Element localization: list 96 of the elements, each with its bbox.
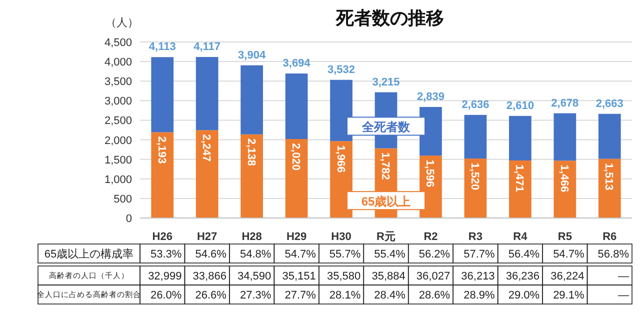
x-tick-label: R6 [602, 231, 617, 243]
series-label: 全死者数 [361, 120, 411, 134]
total-label: 4,117 [194, 40, 221, 53]
text: 36,224 [550, 270, 584, 282]
data-label: 1,596 [424, 160, 436, 188]
text: 32,999 [148, 270, 182, 282]
total-label: 2,663 [596, 98, 624, 110]
text: 53.3% [150, 248, 182, 260]
total-label: 2,678 [551, 97, 579, 110]
data-label: 2,193 [155, 136, 168, 164]
series-label: 65歳以上 [361, 194, 411, 209]
text: 55.4% [374, 248, 406, 260]
data-label: 2,138 [244, 138, 257, 166]
data-label: 1,966 [334, 145, 346, 173]
data-label: 1,782 [379, 152, 391, 180]
text: 36,213 [461, 270, 495, 282]
text: 54.8% [240, 248, 272, 260]
x-tick-label: H27 [196, 231, 218, 243]
x-tick-label: R2 [424, 231, 438, 243]
total-label: 2,839 [416, 90, 444, 103]
y-axis-title: （人） [106, 17, 138, 29]
x-tick-label: R3 [468, 231, 482, 243]
text: 29.0% [508, 289, 540, 302]
text: 54.7% [284, 248, 316, 260]
bar [509, 160, 532, 218]
y-tick-label: 3,000 [104, 96, 132, 108]
text: 26.0% [150, 289, 182, 302]
text: 29.1% [553, 289, 584, 302]
text: 65歳以上の構成率 [44, 247, 134, 260]
text: 54.6% [195, 248, 227, 260]
text: 57.7% [464, 248, 496, 260]
data-label: 2,020 [290, 142, 302, 171]
y-tick-label: 0 [126, 213, 132, 225]
x-tick-label: H30 [331, 231, 352, 243]
x-tick-label: R元 [376, 231, 396, 243]
text: 27.7% [284, 289, 316, 302]
x-tick-label: R4 [513, 231, 528, 243]
total-label: 3,904 [238, 49, 266, 62]
text: 35,151 [282, 270, 316, 282]
bar [554, 113, 576, 161]
y-tick-label: 3,500 [104, 76, 132, 88]
total-label: 3,215 [372, 76, 400, 88]
bar [509, 116, 532, 160]
y-tick-label: 500 [114, 193, 132, 206]
bar [240, 134, 263, 218]
bar [598, 114, 621, 159]
total-label: 3,694 [282, 58, 312, 70]
bar [240, 65, 263, 134]
total-label: 3,532 [328, 64, 356, 76]
text: — [618, 289, 629, 302]
bar [285, 138, 308, 218]
text: 28.4% [374, 289, 406, 302]
y-tick-label: 1,000 [104, 174, 132, 186]
y-tick-label: 2,500 [104, 115, 132, 128]
data-label: 1,520 [468, 162, 480, 190]
data-label: 2,247 [200, 134, 212, 162]
bar [285, 74, 308, 139]
x-tick-label: H28 [242, 231, 262, 243]
text: — [618, 270, 629, 282]
x-tick-label: H29 [286, 231, 307, 243]
text: 36,027 [416, 270, 450, 282]
text: 56.2% [418, 248, 450, 260]
bar [464, 114, 487, 159]
bar [554, 160, 576, 218]
bar [196, 130, 218, 218]
text: 28.9% [464, 289, 496, 302]
bar [598, 158, 621, 218]
text: 27.3% [240, 289, 272, 302]
text: 28.6% [418, 289, 450, 302]
x-tick-label: H26 [152, 231, 172, 243]
chart-title: 死者数の推移 [335, 8, 444, 28]
y-tick-label: 1,500 [104, 154, 132, 166]
data-label: 1,466 [558, 164, 570, 192]
bar [151, 57, 174, 132]
text: 54.7% [553, 248, 584, 260]
total-label: 2,636 [462, 98, 490, 111]
text: 35,884 [372, 270, 406, 282]
text: 33,866 [192, 270, 226, 282]
bar [151, 132, 174, 218]
text: 26.6% [195, 289, 227, 302]
x-tick-label: R5 [558, 231, 572, 243]
text: 28.1% [329, 289, 361, 302]
text: 34,590 [238, 270, 272, 282]
text: 56.8% [598, 248, 630, 260]
y-tick-label: 2,000 [104, 134, 132, 147]
bar [196, 56, 218, 130]
data-label: 1,513 [602, 162, 615, 190]
data-label: 1,471 [513, 164, 526, 192]
text: 35,580 [326, 270, 361, 282]
y-tick-label: 4,500 [104, 37, 132, 49]
total-label: 4,113 [148, 41, 176, 54]
y-tick-label: 4,000 [104, 56, 132, 69]
total-label: 2,610 [506, 100, 534, 112]
text: 36,236 [506, 270, 540, 282]
text: 55.7% [329, 248, 361, 260]
text: 56.4% [508, 248, 540, 260]
